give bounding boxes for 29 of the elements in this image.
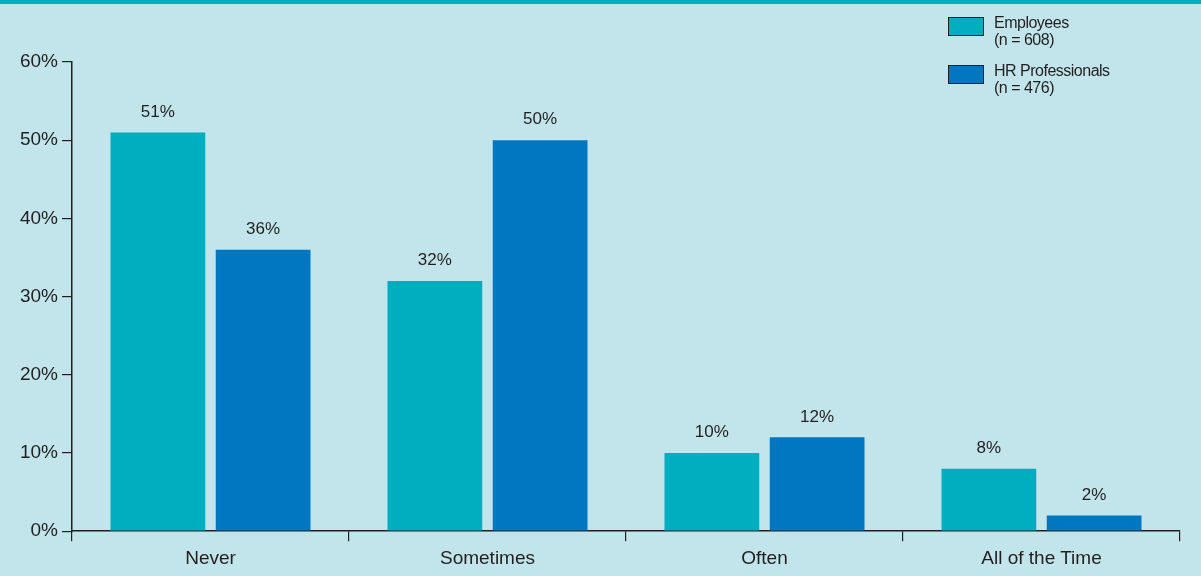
data-label: 50% xyxy=(523,109,558,129)
bar xyxy=(1046,515,1142,531)
bar xyxy=(664,453,760,531)
bar xyxy=(110,132,206,531)
y-tick-label: 60% xyxy=(19,50,59,72)
y-tick-label: 10% xyxy=(19,441,59,463)
bar xyxy=(492,140,588,531)
x-tick-label: Never xyxy=(185,546,237,568)
legend-label: Employees (n = 608) xyxy=(994,14,1069,48)
data-label: 51% xyxy=(140,101,175,121)
x-tick-label: All of the Time xyxy=(981,546,1102,568)
y-tick-label: 30% xyxy=(19,284,59,306)
data-label: 8% xyxy=(976,437,1002,457)
data-label: 32% xyxy=(417,250,452,270)
y-tick-label: 50% xyxy=(19,128,59,150)
bar xyxy=(215,249,311,531)
bar xyxy=(387,280,483,531)
x-tick-label: Sometimes xyxy=(439,546,536,568)
data-label: 36% xyxy=(246,218,281,238)
data-label: 12% xyxy=(800,406,835,426)
y-tick-label: 0% xyxy=(30,519,59,541)
data-label: 2% xyxy=(1081,484,1107,504)
data-label: 10% xyxy=(694,422,729,442)
y-tick-label: 20% xyxy=(19,363,59,385)
legend-label: HR Professionals (n = 476) xyxy=(994,62,1110,96)
y-tick-label: 40% xyxy=(19,206,59,228)
x-tick-label: Often xyxy=(741,546,788,568)
bar xyxy=(769,437,865,531)
bar xyxy=(941,468,1037,531)
